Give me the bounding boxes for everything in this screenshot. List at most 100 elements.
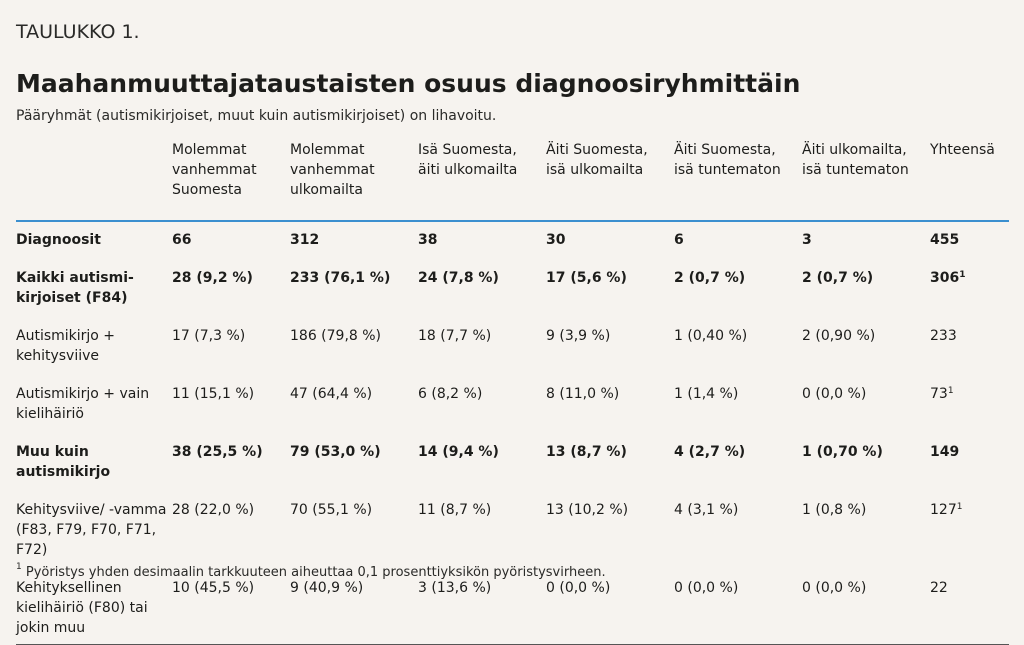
table-row: Muu kuin autismikirjo 38 (25,5 %) 79 (53,0… <box>16 434 1009 492</box>
cell-value: 0 (0,0 %) <box>802 386 867 402</box>
table-cell: 13 (8,7 %) <box>546 434 674 492</box>
table-row: Kaikki autismi-kirjoiset (F84) 28 (9,2 %)… <box>16 260 1009 318</box>
cell-value: 149 <box>930 444 960 460</box>
table-cell: 4 (3,1 %) <box>674 492 802 570</box>
table-cell: 0 (0,0 %) <box>802 570 930 645</box>
table-title: Maahanmuuttajataustaisten osuus diagnoos… <box>16 69 801 98</box>
row-label: Autismikirjo + vain kielihäiriö <box>16 386 150 422</box>
table-cell: 18 (7,7 %) <box>418 318 546 376</box>
total-cell: 1271 <box>930 492 1009 570</box>
column-header: Äiti Suomesta, isä ulkomailta <box>546 142 648 178</box>
total-cell: 149 <box>930 434 1009 492</box>
cell-value: 4 (3,1 %) <box>674 502 739 518</box>
cell-value: 9 (3,9 %) <box>546 328 611 344</box>
footnote-text: Pyöristys yhden desimaalin tarkkuuteen a… <box>21 565 606 580</box>
footnote-mark: 1 <box>16 562 22 572</box>
table-row: Autismikirjo + vain kielihäiriö 11 (15,1 … <box>16 376 1009 434</box>
cell-value: 73 <box>930 386 948 402</box>
table-cell: 47 (64,4 %) <box>290 376 418 434</box>
cell-value: 2 (0,7 %) <box>674 270 746 286</box>
cell-value: 233 (76,1 %) <box>290 270 391 286</box>
cell-value: 66 <box>172 232 192 248</box>
column-header: Äiti Suomesta, isä tuntematon <box>674 142 781 178</box>
cell-value: 28 (9,2 %) <box>172 270 253 286</box>
row-label: Autismikirjo + kehitysviive <box>16 328 116 364</box>
column-header: Molemmat vanhemmat ulkomailta <box>290 142 375 198</box>
cell-value: 1 (0,8 %) <box>802 502 867 518</box>
cell-value: 0 (0,0 %) <box>674 580 739 596</box>
table-cell: 38 <box>418 221 546 260</box>
row-label: Kehitysviive/ -vamma (F83, F79, F70, F71… <box>16 502 167 558</box>
table-cell: 10 (45,5 %) <box>172 570 290 645</box>
table-cell: 4 (2,7 %) <box>674 434 802 492</box>
cell-value: 0 (0,0 %) <box>802 580 867 596</box>
cell-value: 2 (0,7 %) <box>802 270 874 286</box>
table-cell: 2 (0,7 %) <box>802 260 930 318</box>
cell-value: 10 (45,5 %) <box>172 580 255 596</box>
table-cell: 11 (8,7 %) <box>418 492 546 570</box>
table-cell: 28 (9,2 %) <box>172 260 290 318</box>
table-cell: 1 (0,8 %) <box>802 492 930 570</box>
table-cell: 186 (79,8 %) <box>290 318 418 376</box>
cell-value: 9 (40,9 %) <box>290 580 364 596</box>
row-label: Diagnoosit <box>16 232 101 248</box>
cell-value: 18 (7,7 %) <box>418 328 492 344</box>
cell-value: 455 <box>930 232 960 248</box>
cell-value: 14 (9,4 %) <box>418 444 499 460</box>
table-cell: 79 (53,0 %) <box>290 434 418 492</box>
total-cell: 233 <box>930 318 1009 376</box>
cell-value: 38 <box>418 232 438 248</box>
table-cell: 0 (0,0 %) <box>802 376 930 434</box>
cell-value: 11 (8,7 %) <box>418 502 492 518</box>
column-header: Molemmat vanhemmat Suomesta <box>172 142 257 198</box>
table-cell: 24 (7,8 %) <box>418 260 546 318</box>
table-cell: 233 (76,1 %) <box>290 260 418 318</box>
table-header-row: Molemmat vanhemmat Suomesta Molemmat van… <box>16 140 1009 221</box>
column-header: Äiti ulkomailta, isä tuntematon <box>802 142 909 178</box>
table-cell: 1 (0,40 %) <box>674 318 802 376</box>
cell-value: 8 (11,0 %) <box>546 386 620 402</box>
table-cell: 6 (8,2 %) <box>418 376 546 434</box>
cell-value: 30 <box>546 232 566 248</box>
data-table: Molemmat vanhemmat Suomesta Molemmat van… <box>16 140 1009 645</box>
row-label: Kehityksellinen kielihäiriö (F80) tai jo… <box>16 580 148 636</box>
total-cell: 22 <box>930 570 1009 645</box>
table-cell: 38 (25,5 %) <box>172 434 290 492</box>
table-cell: 1 (1,4 %) <box>674 376 802 434</box>
table-cell: 1 (0,70 %) <box>802 434 930 492</box>
table-row: Kehitysviive/ -vamma (F83, F79, F70, F71… <box>16 492 1009 570</box>
table-body: Diagnoosit 66 312 38 30 6 3 455 Kaikki autismi-k… <box>16 221 1009 645</box>
cell-value: 79 (53,0 %) <box>290 444 381 460</box>
table-cell: 28 (22,0 %) <box>172 492 290 570</box>
table-cell: 13 (10,2 %) <box>546 492 674 570</box>
table-cell: 9 (3,9 %) <box>546 318 674 376</box>
cell-value: 127 <box>930 502 957 518</box>
table-cell: 2 (0,7 %) <box>674 260 802 318</box>
table-cell: 2 (0,90 %) <box>802 318 930 376</box>
footnote: 1 Pyöristys yhden desimaalin tarkkuuteen… <box>16 562 606 580</box>
table-cell: 30 <box>546 221 674 260</box>
cell-value: 13 (8,7 %) <box>546 444 627 460</box>
cell-value: 306 <box>930 270 960 286</box>
cell-value: 3 <box>802 232 812 248</box>
table-cell: 3 <box>802 221 930 260</box>
footnote-ref: 1 <box>959 270 966 280</box>
table-cell: 8 (11,0 %) <box>546 376 674 434</box>
cell-value: 47 (64,4 %) <box>290 386 373 402</box>
table-cell: 0 (0,0 %) <box>674 570 802 645</box>
cell-value: 24 (7,8 %) <box>418 270 499 286</box>
table-cell: 17 (7,3 %) <box>172 318 290 376</box>
cell-value: 2 (0,90 %) <box>802 328 876 344</box>
column-header: Isä Suomesta, äiti ulkomailta <box>418 142 518 178</box>
table-row: Autismikirjo + kehitysviive 17 (7,3 %) 186… <box>16 318 1009 376</box>
row-label: Kaikki autismi-kirjoiset (F84) <box>16 270 134 306</box>
cell-value: 13 (10,2 %) <box>546 502 629 518</box>
cell-value: 6 (8,2 %) <box>418 386 483 402</box>
row-label: Muu kuin autismikirjo <box>16 444 111 480</box>
table-cell: 0 (0,0 %) <box>546 570 674 645</box>
table-label: TAULUKKO 1. <box>16 21 140 43</box>
cell-value: 11 (15,1 %) <box>172 386 255 402</box>
table-cell: 66 <box>172 221 290 260</box>
cell-value: 38 (25,5 %) <box>172 444 263 460</box>
table-cell: 70 (55,1 %) <box>290 492 418 570</box>
